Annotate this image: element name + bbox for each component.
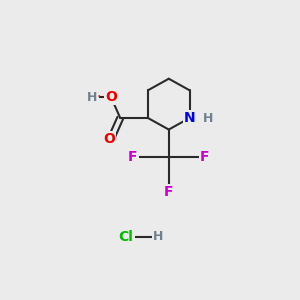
Text: F: F <box>200 150 209 164</box>
Text: F: F <box>164 185 173 199</box>
Text: O: O <box>105 90 117 104</box>
Text: Cl: Cl <box>118 230 134 244</box>
Text: H: H <box>153 230 164 244</box>
Text: F: F <box>128 150 138 164</box>
Text: O: O <box>103 132 115 146</box>
Text: ·: · <box>96 90 100 104</box>
Text: H: H <box>203 112 213 124</box>
Text: H: H <box>87 91 98 104</box>
Text: N: N <box>184 111 195 125</box>
